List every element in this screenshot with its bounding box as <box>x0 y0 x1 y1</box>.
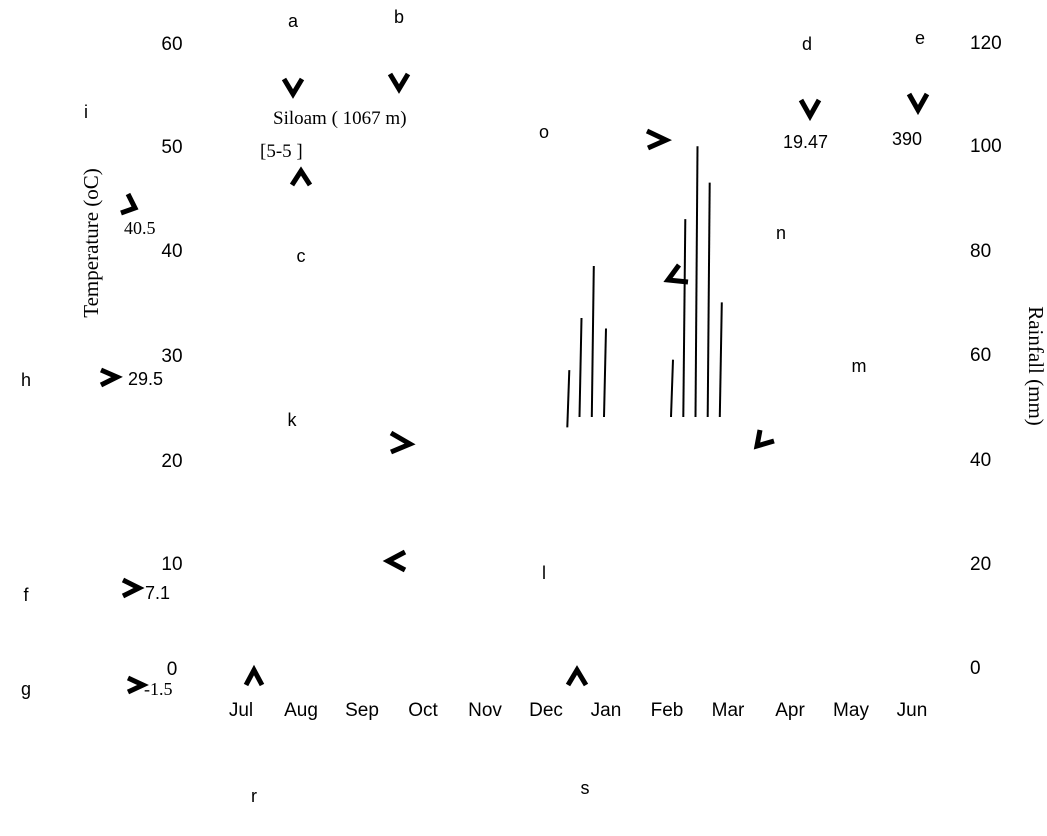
right-tick: 40 <box>970 450 991 471</box>
month-label: Sep <box>345 700 379 721</box>
arrow-right-icon <box>126 675 149 695</box>
annual-rainfall-value: 390 <box>892 129 922 149</box>
month-label: Nov <box>468 700 502 721</box>
arrow-down-icon <box>281 77 305 99</box>
arrow-diagonal-icon <box>120 192 139 216</box>
arrow-down-icon <box>387 72 411 94</box>
right-tick: 20 <box>970 554 991 575</box>
rainfall-bar <box>578 317 583 418</box>
left-axis-ticks: 0 10 20 30 40 50 60 <box>161 34 182 680</box>
key-letter-i: i <box>84 102 88 122</box>
arrow-up-icon <box>565 665 589 687</box>
month-label: Mar <box>712 700 745 721</box>
left-tick: 0 <box>167 659 178 680</box>
arrow-down-icon <box>798 98 822 122</box>
left-tick: 10 <box>161 554 182 575</box>
rainfall-bar <box>718 302 723 418</box>
month-label: Feb <box>651 700 684 721</box>
key-letter-f: f <box>23 585 29 605</box>
right-tick: 80 <box>970 241 991 262</box>
arrow-right-icon <box>99 367 123 388</box>
right-tick: 100 <box>970 136 1002 157</box>
max-temp-value: 40.5 <box>124 218 156 238</box>
arrow-up-icon <box>289 166 313 187</box>
min-temp-value: -1.5 <box>144 679 173 699</box>
mean-max-coldest-value: 29.5 <box>128 369 163 389</box>
left-tick: 40 <box>161 241 182 262</box>
month-label: Apr <box>775 700 805 721</box>
rainfall-bars <box>566 146 723 428</box>
station-name: Siloam ( 1067 m) <box>273 108 407 129</box>
key-letter-m: m <box>852 356 867 376</box>
right-tick: 0 <box>970 658 981 679</box>
arrow-diagonal-icon <box>753 429 775 450</box>
arrow-down-icon <box>906 92 930 116</box>
right-tick: 120 <box>970 33 1002 54</box>
left-tick: 30 <box>161 346 182 367</box>
arrow-markers <box>99 72 930 695</box>
key-letter-g: g <box>21 679 31 699</box>
left-tick: 20 <box>161 451 182 472</box>
mean-min-coldest-value: 7.1 <box>145 583 170 603</box>
key-letter-d: d <box>802 34 812 54</box>
station-code: [5-5 ] <box>260 141 303 162</box>
rainfall-bar <box>603 328 607 418</box>
key-letter-k: k <box>288 410 298 430</box>
month-label: May <box>833 700 869 721</box>
key-letter-o: o <box>539 122 549 142</box>
right-tick: 60 <box>970 345 991 366</box>
month-label: Jan <box>591 700 622 721</box>
arrow-up-icon <box>243 664 265 687</box>
x-axis-months: Jul Aug Sep Oct Nov Dec Jan Feb Mar Apr … <box>229 700 927 721</box>
left-tick: 60 <box>161 34 182 55</box>
month-label: Jul <box>229 700 253 721</box>
arrow-right-icon <box>389 430 416 455</box>
key-letter-b: b <box>394 7 404 27</box>
mean-temp-value: 19.47 <box>783 132 828 152</box>
rainfall-bar <box>566 370 571 428</box>
month-label: Aug <box>284 700 318 721</box>
key-letters: a b c d e f g h i k l m n o r s <box>21 7 925 806</box>
arrow-left-icon <box>382 549 407 573</box>
right-axis-label: Rainfall (mm) <box>1024 306 1047 426</box>
arrow-right-icon <box>645 128 672 151</box>
key-letter-s: s <box>581 778 590 798</box>
rainfall-bar <box>706 182 711 418</box>
key-letter-e: e <box>915 28 925 48</box>
left-axis-label: Temperature (oC) <box>79 168 103 318</box>
rainfall-bar <box>590 265 595 418</box>
left-tick: 50 <box>161 137 182 158</box>
key-letter-c: c <box>297 246 306 266</box>
key-letter-a: a <box>288 11 299 31</box>
key-letter-n: n <box>776 223 786 243</box>
arrow-right-icon <box>121 577 145 599</box>
key-letter-l: l <box>542 563 546 583</box>
arrow-diagonal-icon <box>663 263 689 285</box>
month-label: Jun <box>897 700 928 721</box>
rainfall-bar <box>670 359 674 418</box>
month-label: Dec <box>529 700 563 721</box>
month-label: Oct <box>408 700 438 721</box>
right-axis-ticks: 0 20 40 60 80 100 120 <box>970 33 1002 679</box>
key-letter-h: h <box>21 370 31 390</box>
rainfall-bar <box>694 146 699 418</box>
rainfall-bar <box>682 219 687 418</box>
key-letter-r: r <box>251 786 257 806</box>
